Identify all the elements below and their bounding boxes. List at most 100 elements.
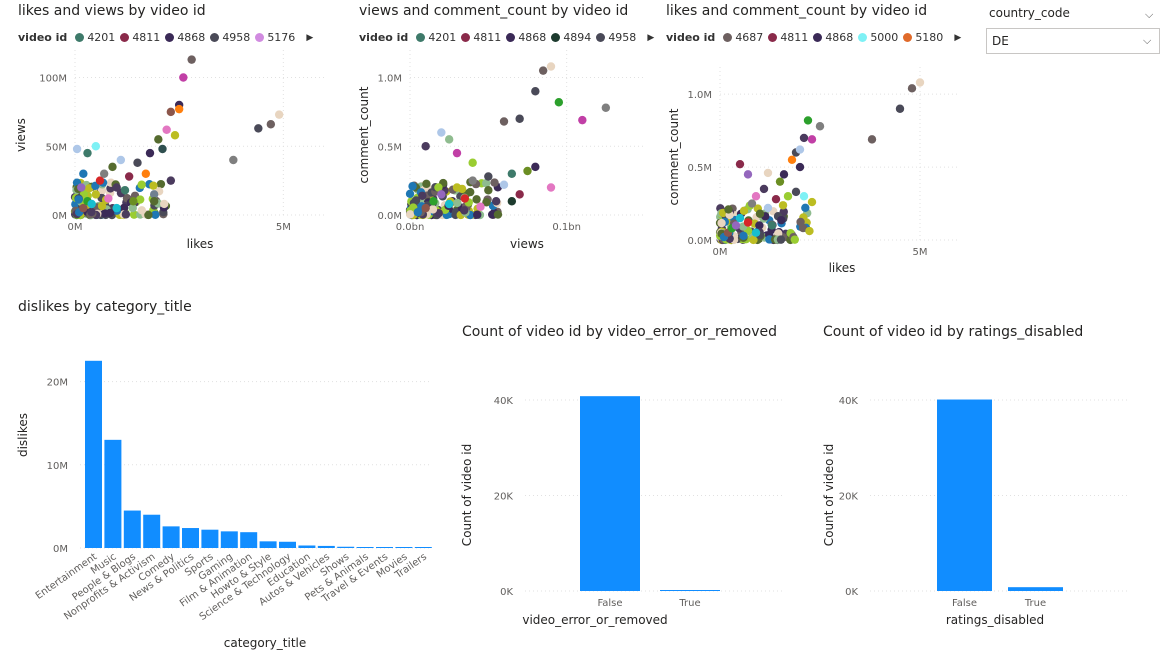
bar[interactable] (1008, 587, 1063, 591)
legend-item[interactable]: 4201 (75, 31, 115, 44)
bar[interactable] (182, 528, 199, 548)
bar[interactable] (85, 360, 102, 548)
scatter-point[interactable] (739, 206, 749, 216)
scatter-point[interactable] (895, 104, 905, 113)
legend-item[interactable]: 4811 (120, 31, 160, 44)
scatter-point[interactable] (108, 162, 117, 172)
legend-item[interactable]: 4868 (813, 31, 853, 44)
scatter-point[interactable] (751, 192, 761, 201)
scatter-point[interactable] (523, 166, 532, 176)
chevron-down-icon[interactable]: ⌵ (1143, 34, 1152, 47)
scatter-point[interactable] (149, 197, 159, 206)
scatter-point[interactable] (531, 162, 540, 172)
scatter-point[interactable] (149, 190, 159, 199)
scatter-point[interactable] (791, 187, 801, 197)
scatter-point[interactable] (779, 170, 789, 179)
bar[interactable] (937, 399, 992, 591)
scatter-point[interactable] (154, 135, 163, 144)
country-code-dropdown[interactable]: DE ⌵ (986, 28, 1160, 54)
scatter-views-comments[interactable]: 0.0M 0.5M 1.0M 0.0bn 0.1bn views comment_count (340, 0, 660, 260)
scatter-point[interactable] (79, 203, 88, 213)
bar[interactable] (279, 541, 296, 548)
legend-item[interactable]: 5180 (903, 31, 943, 44)
scatter-point[interactable] (129, 197, 138, 206)
scatter-point[interactable] (771, 194, 781, 204)
scatter-point[interactable] (507, 197, 517, 206)
scatter-point[interactable] (578, 115, 587, 125)
scatter-point[interactable] (468, 176, 477, 185)
scatter-point[interactable] (120, 186, 130, 195)
scatter-point[interactable] (499, 117, 509, 126)
scatter-point[interactable] (112, 203, 121, 213)
scatter-point[interactable] (601, 103, 611, 112)
legend-next-icon[interactable]: ▶ (647, 32, 655, 43)
bar[interactable] (201, 529, 219, 548)
scatter-point[interactable] (763, 203, 773, 213)
scatter-point[interactable] (141, 169, 151, 178)
scatter-point[interactable] (133, 158, 142, 167)
bar-chart-error-removed[interactable]: 0K 20K 40K False True video_error_or_removed C… (455, 345, 795, 653)
scatter-point[interactable] (491, 197, 501, 206)
bar[interactable] (104, 439, 122, 548)
scatter-point[interactable] (795, 145, 805, 154)
scatter-point[interactable] (775, 177, 785, 186)
bar[interactable] (660, 590, 720, 591)
legend-item[interactable]: 4811 (461, 31, 501, 44)
scatter-point[interactable] (137, 180, 146, 189)
scatter-point[interactable] (538, 66, 548, 75)
scatter-point[interactable] (867, 135, 877, 144)
bar[interactable] (162, 526, 180, 548)
scatter-point[interactable] (452, 148, 462, 158)
scatter-point[interactable] (787, 155, 797, 164)
legend-item[interactable]: 4894 (551, 31, 591, 44)
scatter-point[interactable] (72, 144, 82, 154)
scatter-point[interactable] (170, 131, 180, 140)
scatter-point[interactable] (124, 172, 134, 181)
scatter-point[interactable] (554, 98, 564, 107)
scatter-point[interactable] (767, 221, 777, 230)
scatter-point[interactable] (807, 135, 817, 144)
scatter-point[interactable] (452, 183, 462, 192)
scatter-point[interactable] (166, 176, 176, 185)
scatter-point[interactable] (499, 180, 509, 189)
chevron-down-icon[interactable]: ⌵ (1145, 8, 1154, 21)
legend-item[interactable]: 5176 (255, 31, 295, 44)
bar[interactable] (580, 396, 640, 591)
bar[interactable] (298, 545, 316, 548)
bar[interactable] (143, 514, 161, 548)
scatter-point[interactable] (437, 128, 446, 137)
bar[interactable] (395, 547, 413, 548)
scatter-point[interactable] (229, 155, 238, 165)
scatter-point[interactable] (735, 159, 745, 169)
bar[interactable] (123, 510, 141, 548)
scatter-point[interactable] (77, 183, 86, 192)
scatter-point[interactable] (546, 62, 556, 71)
legend-next-icon[interactable]: ▶ (954, 32, 962, 43)
scatter-point[interactable] (743, 218, 753, 227)
legend-item[interactable]: 4958 (210, 31, 250, 44)
scatter-point[interactable] (421, 142, 430, 151)
scatter-point[interactable] (95, 176, 105, 185)
scatter-point[interactable] (421, 203, 430, 213)
scatter-point[interactable] (799, 133, 809, 143)
scatter-point[interactable] (174, 104, 184, 114)
scatter-point[interactable] (507, 169, 517, 178)
scatter-point[interactable] (112, 183, 121, 192)
scatter-point[interactable] (799, 192, 809, 201)
scatter-point[interactable] (266, 120, 276, 129)
scatter-point[interactable] (807, 197, 817, 207)
scatter-point[interactable] (166, 107, 176, 117)
scatter-point[interactable] (413, 208, 423, 217)
scatter-point[interactable] (162, 125, 171, 134)
scatter-point[interactable] (104, 194, 113, 203)
legend-item[interactable]: 4958 (596, 31, 636, 44)
scatter-point[interactable] (460, 194, 470, 203)
scatter-likes-views[interactable]: 0M 50M 100M 0M 5M likes views (0, 0, 340, 260)
scatter-point[interactable] (795, 162, 805, 172)
bar[interactable] (240, 532, 258, 548)
bar[interactable] (259, 541, 277, 548)
scatter-point[interactable] (468, 158, 477, 167)
scatter-point[interactable] (747, 199, 757, 208)
bar[interactable] (220, 531, 238, 548)
